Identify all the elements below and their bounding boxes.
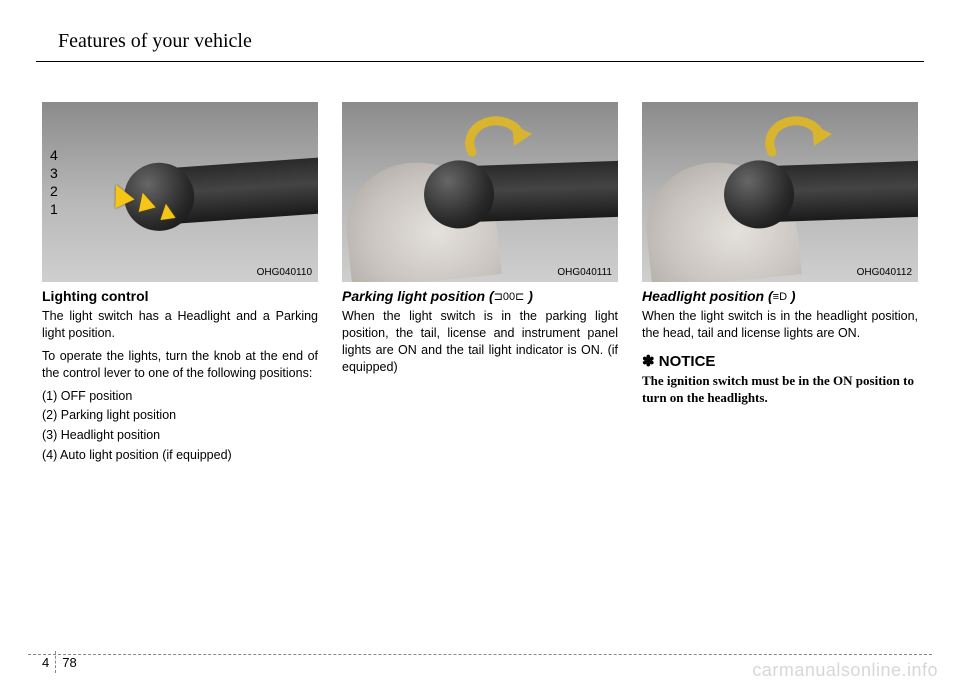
list-item: (3) Headlight position [42, 427, 318, 444]
figure-position-numbers: 4 3 2 1 [50, 146, 58, 218]
arrow-up-icon: ▲ [152, 194, 182, 227]
figure-parking-light: OHG040111 [342, 102, 618, 282]
body-text-col2: When the light switch is in the parking … [342, 308, 618, 376]
figure-lighting-control: 4 3 2 1 ▲ ▲ ▲ OHG040110 [42, 102, 318, 282]
para: When the light switch is in the headligh… [642, 308, 918, 342]
lever-illustration [427, 161, 618, 224]
rotate-arrow-icon [462, 114, 532, 160]
content-columns: 4 3 2 1 ▲ ▲ ▲ OHG040110 Lighting control… [0, 62, 960, 467]
pos-2: 2 [50, 182, 58, 200]
notice-heading: ✽ NOTICE [642, 352, 918, 370]
list-item: (2) Parking light position [42, 407, 318, 424]
page-number-block: 4 78 [42, 651, 77, 673]
figure-caption: OHG040111 [557, 267, 612, 278]
header-title: Features of your vehicle [58, 30, 252, 52]
body-text-col1: The light switch has a Headlight and a P… [42, 308, 318, 464]
heading-parking-light: Parking light position (⊐00⊏ ) [342, 288, 618, 304]
section-number: 4 [42, 655, 49, 670]
para: When the light switch is in the parking … [342, 308, 618, 376]
rotate-arrow-icon [762, 114, 832, 160]
list-item: (4) Auto light position (if equipped) [42, 447, 318, 464]
footer-rule [28, 654, 932, 655]
heading-lighting-control: Lighting control [42, 288, 318, 304]
parking-light-icon: ⊐00⊏ [494, 291, 525, 303]
watermark: carmanualsonline.info [752, 660, 938, 681]
page-header: Features of your vehicle [0, 0, 960, 61]
headlight-icon: ≡D [773, 291, 787, 303]
lever-illustration [727, 161, 918, 224]
column-1: 4 3 2 1 ▲ ▲ ▲ OHG040110 Lighting control… [42, 102, 318, 467]
heading-text: Parking light position ( [342, 288, 494, 304]
heading-text: ) [524, 288, 533, 304]
heading-text: Headlight position ( [642, 288, 773, 304]
heading-headlight: Headlight position (≡D ) [642, 288, 918, 304]
body-text-col3: When the light switch is in the headligh… [642, 308, 918, 342]
figure-caption: OHG040110 [257, 267, 312, 278]
pos-4: 4 [50, 146, 58, 164]
column-2: OHG040111 Parking light position (⊐00⊏ )… [342, 102, 618, 467]
figure-caption: OHG040112 [857, 267, 912, 278]
para: To operate the lights, turn the knob at … [42, 348, 318, 382]
para: The light switch has a Headlight and a P… [42, 308, 318, 342]
column-3: OHG040112 Headlight position (≡D ) When … [642, 102, 918, 467]
figure-headlight: OHG040112 [642, 102, 918, 282]
page-number: 78 [62, 655, 76, 670]
notice-body: The ignition switch must be in the ON po… [642, 372, 918, 407]
heading-text: ) [787, 288, 796, 304]
pos-1: 1 [50, 200, 58, 218]
page-separator [55, 651, 56, 673]
list-item: (1) OFF position [42, 388, 318, 405]
pos-3: 3 [50, 164, 58, 182]
